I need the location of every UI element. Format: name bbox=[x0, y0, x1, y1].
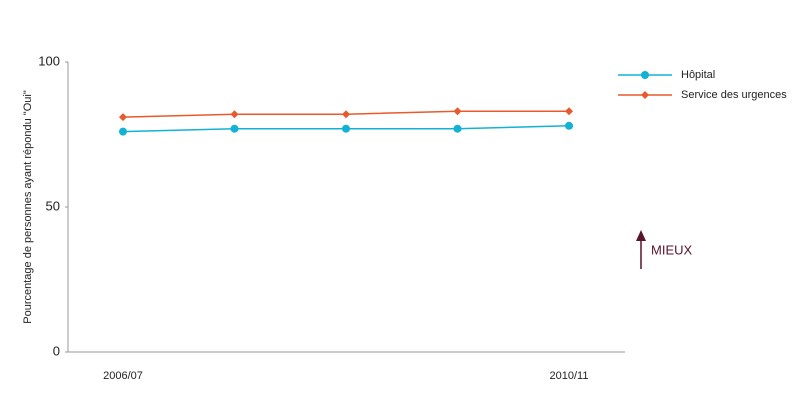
y-tick-label: 50 bbox=[46, 198, 60, 213]
data-point bbox=[119, 113, 127, 122]
legend-marker bbox=[641, 71, 649, 79]
y-tick-label: 100 bbox=[38, 53, 60, 68]
data-point bbox=[453, 124, 462, 133]
legend-label: Hôpital bbox=[681, 69, 715, 81]
y-tick-label: 0 bbox=[53, 343, 60, 358]
x-tick-label: 2010/11 bbox=[550, 370, 589, 382]
y-axis-label: Pourcentage de personnes ayant répondu "… bbox=[22, 90, 34, 324]
data-point bbox=[565, 107, 573, 116]
data-point bbox=[230, 124, 239, 133]
data-point bbox=[342, 124, 350, 133]
annotation: MIEUX bbox=[651, 242, 693, 257]
data-point bbox=[342, 110, 350, 119]
legend-label: Service des urgences bbox=[681, 89, 787, 101]
data-point bbox=[230, 110, 239, 119]
annotation-arrowhead bbox=[636, 230, 646, 241]
x-tick-label: 2006/07 bbox=[103, 370, 143, 382]
legend-marker bbox=[641, 91, 649, 99]
data-point bbox=[119, 127, 127, 136]
data-point bbox=[453, 107, 462, 116]
data-point bbox=[565, 121, 573, 130]
